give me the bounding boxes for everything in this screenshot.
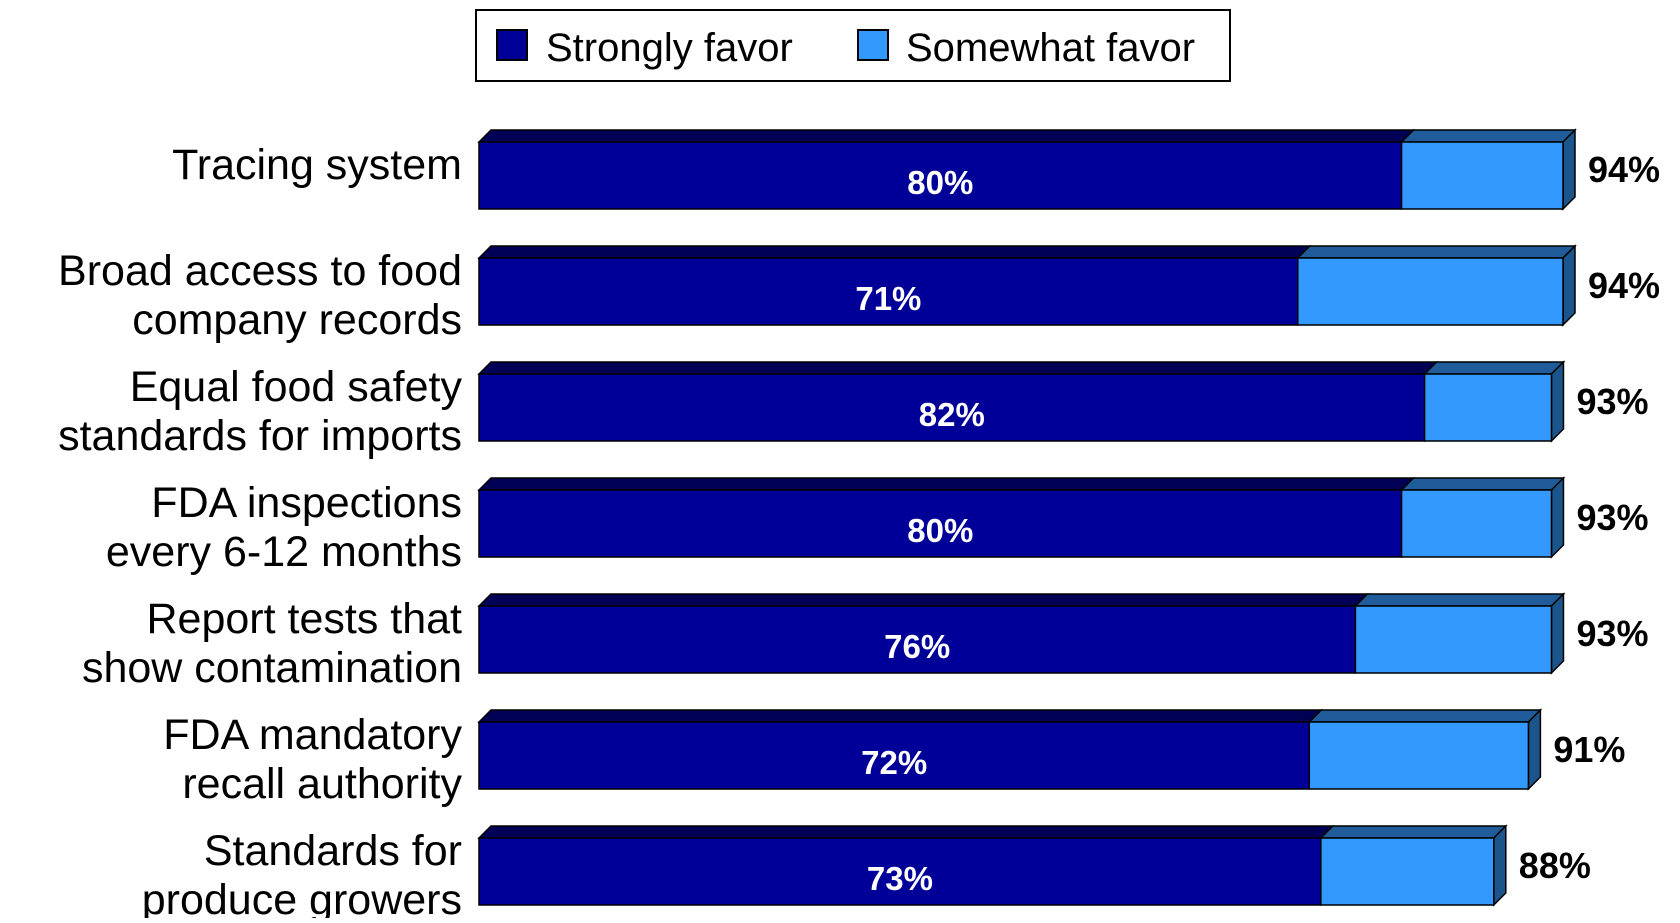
- legend-box: [475, 9, 1231, 82]
- bar-total-label: 93%: [1576, 497, 1648, 538]
- bar-top-somewhat: [1307, 709, 1543, 723]
- bar-total-label: 93%: [1576, 381, 1648, 422]
- category-label: Equal food safety: [130, 363, 463, 411]
- bar-somewhat-favor: [1297, 257, 1564, 326]
- bar-total-label: 91%: [1553, 729, 1625, 770]
- bar-strongly-favor: [478, 837, 1322, 906]
- bar-strongly-favor: [478, 373, 1426, 442]
- legend-label-strongly: Strongly favor: [546, 26, 793, 70]
- bar-total-label: 88%: [1519, 845, 1591, 886]
- bar-top-strongly: [477, 245, 1312, 259]
- category-label: FDA inspections: [151, 479, 462, 527]
- bar-top-somewhat: [1353, 593, 1566, 607]
- bar-somewhat-favor: [1423, 373, 1553, 442]
- bar-strongly-favor: [478, 721, 1311, 790]
- category-label: produce growers: [142, 876, 462, 918]
- category-label: standards for imports: [58, 412, 462, 460]
- bar-value-label: 82%: [919, 396, 985, 433]
- bar-value-label: 73%: [867, 860, 933, 897]
- bar-top-strongly: [477, 129, 1416, 143]
- bar-somewhat-favor: [1400, 489, 1553, 558]
- bar-somewhat-favor: [1320, 837, 1495, 906]
- bar-top-somewhat: [1319, 825, 1508, 839]
- legend-label-somewhat: Somewhat favor: [906, 26, 1195, 70]
- bar-strongly-favor: [478, 257, 1299, 326]
- legend-swatch-somewhat: [857, 29, 889, 61]
- bar-total-label: 94%: [1588, 265, 1660, 306]
- bar-value-label: 80%: [907, 164, 973, 201]
- category-label: Tracing system: [172, 141, 462, 189]
- bar-top-somewhat: [1399, 129, 1577, 143]
- bar-side: [1562, 128, 1576, 211]
- category-label: FDA mandatory: [163, 711, 462, 759]
- bar-strongly-favor: [478, 489, 1403, 558]
- bar-strongly-favor: [478, 605, 1357, 674]
- bar-side: [1493, 824, 1507, 907]
- bar-top-somewhat: [1295, 245, 1577, 259]
- category-label: Report tests that: [147, 595, 463, 643]
- bar-side: [1562, 244, 1576, 327]
- bar-strongly-favor: [478, 141, 1403, 210]
- category-label: company records: [132, 296, 462, 344]
- legend-swatch-strongly: [496, 29, 528, 61]
- bar-top-strongly: [477, 709, 1324, 723]
- category-label: every 6-12 months: [106, 528, 462, 576]
- bar-side: [1550, 592, 1565, 675]
- category-label: recall authority: [182, 760, 462, 808]
- bar-side: [1527, 708, 1542, 791]
- bar-side: [1550, 360, 1565, 443]
- bar-top-strongly: [477, 593, 1370, 607]
- bar-somewhat-favor: [1400, 141, 1564, 210]
- bar-somewhat-favor: [1308, 721, 1530, 790]
- bar-top-somewhat: [1422, 361, 1566, 375]
- bar-total-label: 93%: [1576, 613, 1648, 654]
- bar-value-label: 71%: [855, 280, 921, 317]
- bar-side: [1550, 476, 1565, 559]
- bar-value-label: 72%: [861, 744, 927, 781]
- bar-top-somewhat: [1399, 477, 1566, 491]
- bar-value-label: 80%: [907, 512, 973, 549]
- bar-value-label: 76%: [884, 628, 950, 665]
- category-label: show contamination: [82, 644, 462, 692]
- category-label: Broad access to food: [58, 247, 462, 295]
- bar-top-strongly: [477, 361, 1439, 375]
- bar-top-strongly: [477, 477, 1416, 491]
- bar-somewhat-favor: [1354, 605, 1553, 674]
- bar-top-strongly: [477, 825, 1335, 839]
- bar-total-label: 94%: [1588, 149, 1660, 190]
- category-label: Standards for: [204, 827, 462, 875]
